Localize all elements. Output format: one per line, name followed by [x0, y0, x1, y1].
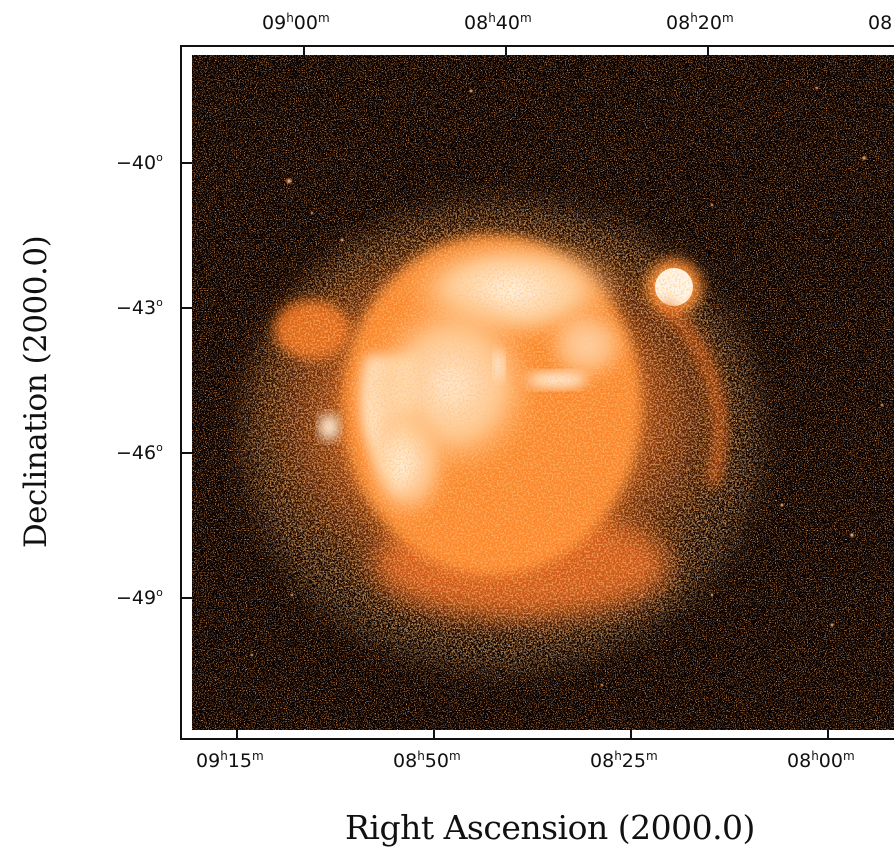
left-tick-2	[180, 307, 192, 309]
bottom-ra-label-0915: 09h15m	[196, 749, 264, 772]
dec-label-46: −46o	[116, 441, 163, 464]
dec-label-40: −40o	[116, 151, 163, 174]
remnant-image	[192, 55, 894, 730]
y-axis-title: Declination (2000.0)	[18, 235, 54, 549]
bottom-tick-3	[630, 730, 632, 740]
dec-label-49: −49o	[116, 586, 163, 609]
bottom-ra-label-0850: 08h50m	[393, 749, 461, 772]
remnant-svg	[192, 55, 894, 730]
top-tick-1	[303, 45, 305, 55]
left-tick-4	[180, 597, 192, 599]
top-ra-label-0840: 08h40m	[464, 11, 532, 34]
top-ra-label-0900: 09h00m	[262, 11, 330, 34]
bottom-tick-2	[433, 730, 435, 740]
top-ra-label-cut: 08	[868, 12, 893, 34]
top-tick-2	[505, 45, 507, 55]
top-tick-3	[707, 45, 709, 55]
bottom-ra-label-0800: 08h00m	[787, 749, 855, 772]
dec-label-43: −43o	[116, 296, 163, 319]
bottom-ra-label-0825: 08h25m	[590, 749, 658, 772]
x-axis-title: Right Ascension (2000.0)	[345, 808, 755, 847]
bottom-tick-1	[236, 730, 238, 740]
left-tick-1	[180, 162, 192, 164]
bottom-tick-4	[827, 730, 829, 740]
top-ra-label-0820: 08h20m	[666, 11, 734, 34]
left-tick-3	[180, 452, 192, 454]
